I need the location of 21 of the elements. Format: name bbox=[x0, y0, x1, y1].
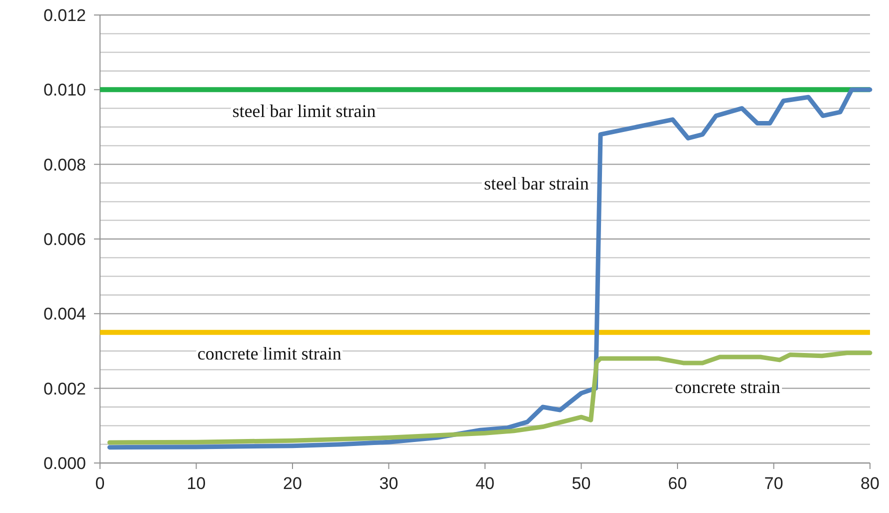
series-label: steel bar strain bbox=[484, 173, 589, 194]
x-tick-label: 80 bbox=[860, 474, 880, 493]
x-tick-label: 70 bbox=[764, 474, 784, 493]
y-tick-label: 0.008 bbox=[43, 155, 86, 174]
y-tick-label: 0.002 bbox=[43, 379, 86, 398]
y-tick-label: 0.004 bbox=[43, 304, 86, 324]
x-tick-label: 50 bbox=[572, 474, 591, 493]
ref-line-label: steel bar limit strain bbox=[232, 100, 376, 121]
x-tick-label: 10 bbox=[186, 474, 206, 493]
x-tick-label: 40 bbox=[476, 474, 494, 493]
x-tick-label: 30 bbox=[379, 474, 398, 493]
series-label: concrete strain bbox=[674, 377, 780, 398]
x-tick-label: 20 bbox=[283, 474, 302, 493]
y-tick-label: 0.010 bbox=[43, 80, 86, 100]
x-tick-label: 60 bbox=[668, 474, 687, 493]
y-tick-label: 0.012 bbox=[43, 6, 86, 25]
ref-line-label: concrete limit strain bbox=[197, 344, 342, 364]
y-tick-label: 0.006 bbox=[43, 230, 86, 249]
x-tick-label: 0 bbox=[95, 474, 105, 493]
line-series bbox=[107, 87, 872, 450]
y-tick-label: 0.000 bbox=[43, 454, 86, 473]
